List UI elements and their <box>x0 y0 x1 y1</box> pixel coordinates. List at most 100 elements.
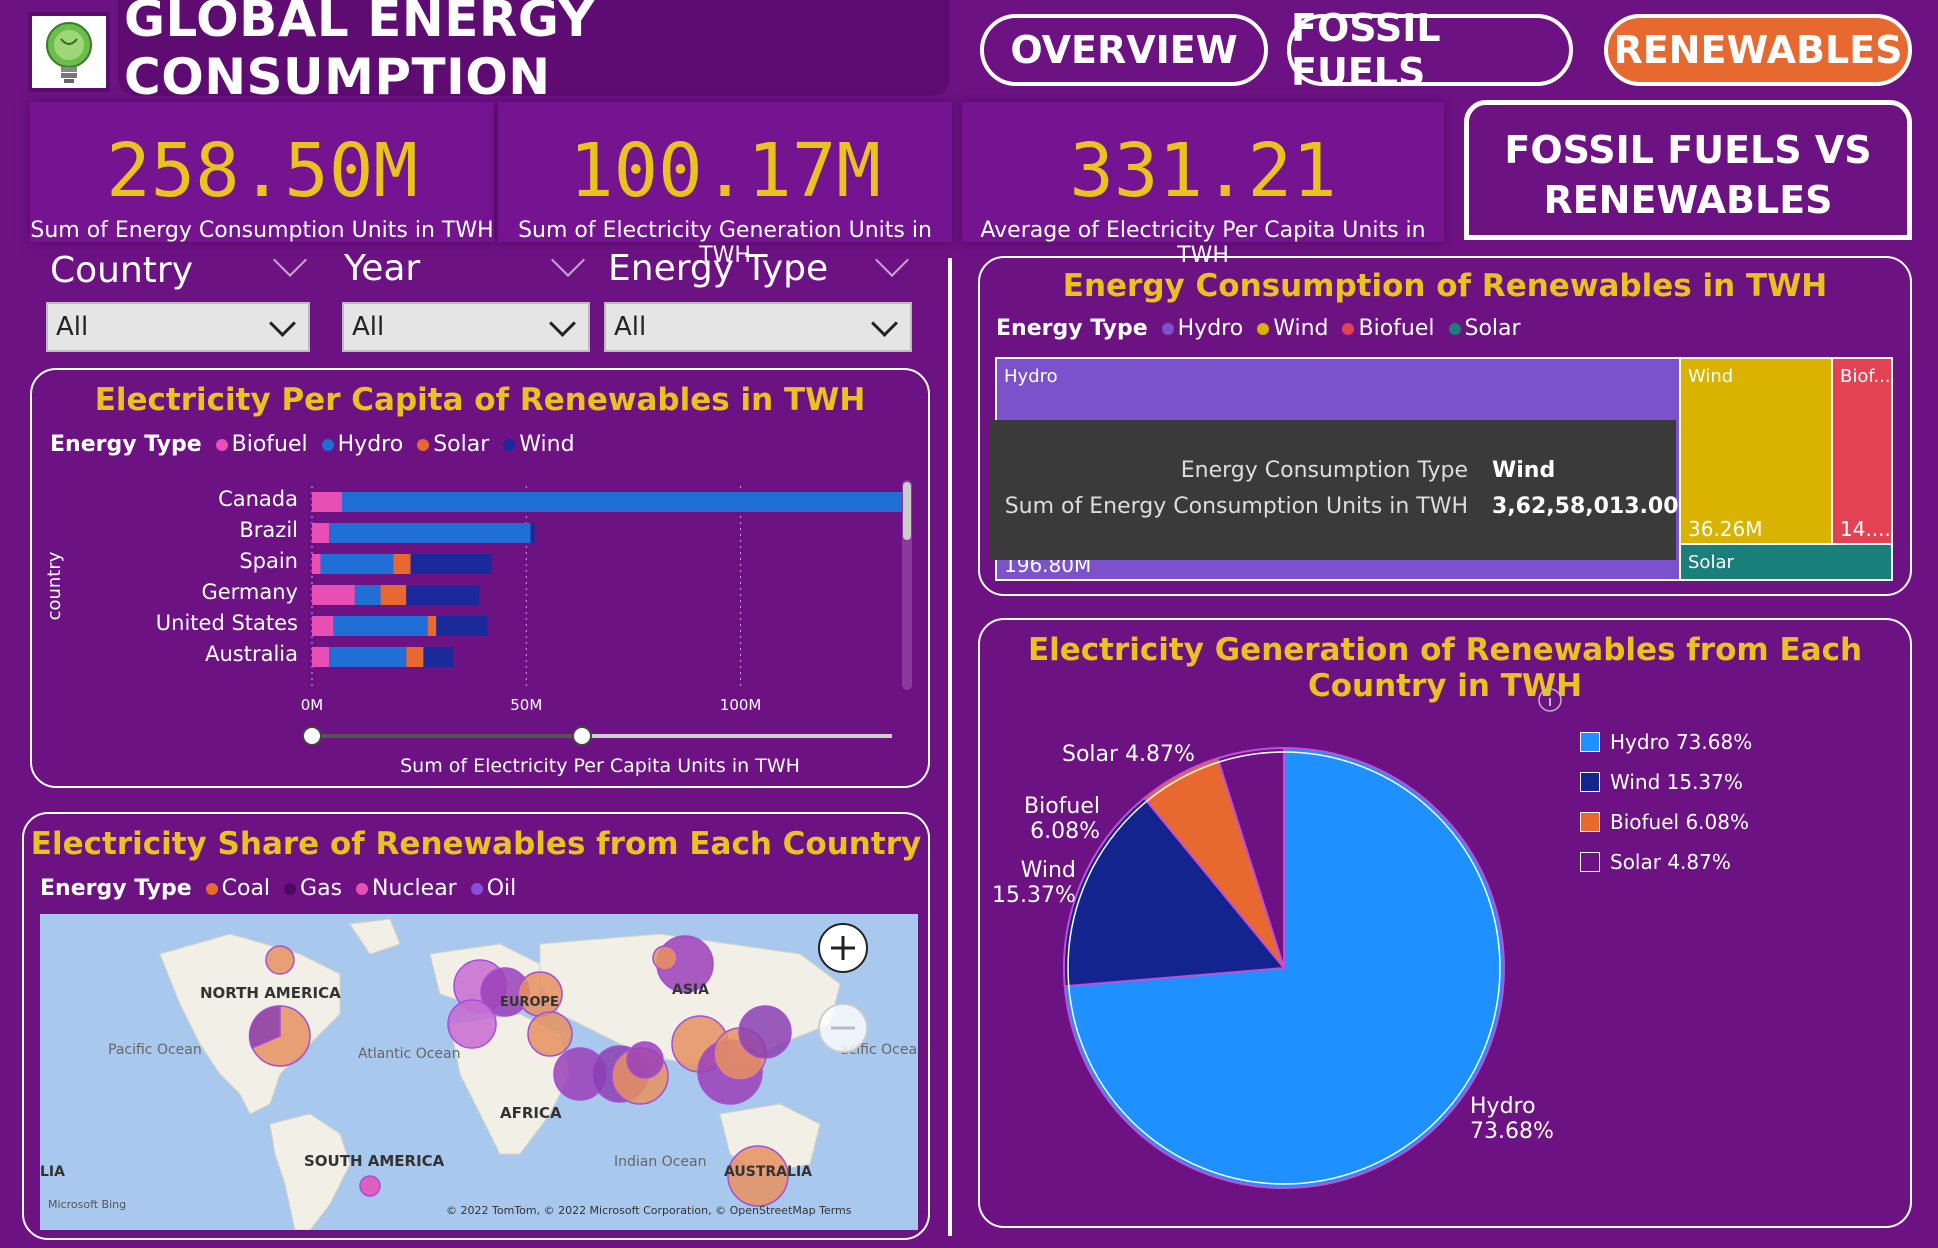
x-axis-title: Sum of Electricity Per Capita Units in T… <box>400 755 800 777</box>
slicer-energy-type-title: Energy Type <box>608 248 829 289</box>
map-bing-logo: Microsoft Bing <box>48 1198 126 1211</box>
legend-item-wind[interactable]: Wind <box>503 432 575 457</box>
treemap-label-solar: Solar <box>1688 552 1734 573</box>
pie-slice-wind[interactable] <box>1063 796 1286 988</box>
bar-segment-hydro[interactable] <box>342 492 908 512</box>
bar-segment-solar[interactable] <box>406 647 424 667</box>
fossil-vs-renewables-button[interactable]: FOSSIL FUELS VS RENEWABLES <box>1464 100 1912 240</box>
country-dropdown[interactable]: All <box>46 302 310 352</box>
map-bubble-us-slice <box>248 1005 281 1049</box>
legend-dot <box>356 882 369 895</box>
bar-segment-hydro[interactable] <box>329 523 531 543</box>
y-tick-label: Spain <box>239 549 298 573</box>
bar-segment-biofuel[interactable] <box>312 554 321 574</box>
legend-dot <box>284 882 297 895</box>
bar-segment-solar[interactable] <box>380 585 407 605</box>
bar-segment-solar[interactable] <box>393 554 411 574</box>
pie-legend: Hydro 73.68% Wind 15.37% Biofuel 6.08% S… <box>1580 730 1752 874</box>
legend-item-gas[interactable]: Gas <box>284 876 342 901</box>
x-tick-label: 100M <box>720 696 762 714</box>
treemap-cell-biofuel[interactable] <box>1831 357 1893 545</box>
kpi-per-capita: 331.21 Average of Electricity Per Capita… <box>962 102 1444 268</box>
bar-segment-biofuel[interactable] <box>312 647 330 667</box>
tooltip-row2-label: Sum of Energy Consumption Units in TWH <box>1004 494 1468 519</box>
legend-dot <box>503 438 516 451</box>
slicer-country-title: Country <box>50 250 194 291</box>
map-panel: Electricity Share of Renewables from Eac… <box>22 812 930 1240</box>
chevron-down-icon <box>871 310 898 337</box>
treemap-legend: Energy Type Hydro Wind Biofuel Solar <box>996 316 1910 341</box>
pie-slice-solar[interactable] <box>1216 746 1285 969</box>
tooltip-row1-value: Wind <box>1492 458 1556 483</box>
legend-item-oil[interactable]: Oil <box>470 876 516 901</box>
bar-segment-hydro[interactable] <box>354 585 381 605</box>
bar-segment-hydro[interactable] <box>329 647 407 667</box>
bar-segment-wind[interactable] <box>406 585 480 605</box>
bar-segment-biofuel[interactable] <box>312 616 334 636</box>
legend-item-wind[interactable]: Wind <box>1257 316 1328 341</box>
pie-chart[interactable] <box>990 700 1590 1220</box>
legend-label: Hydro <box>337 432 404 457</box>
pie-callout-wind: Wind 15.37% <box>992 858 1076 908</box>
scrollbar-thumb[interactable] <box>903 482 911 540</box>
world-map[interactable]: NORTH AMERICA SOUTH AMERICA AFRICA ASIA … <box>40 914 918 1230</box>
panel-title: Electricity Share of Renewables from Eac… <box>30 826 922 862</box>
legend-label: Wind <box>1273 316 1329 341</box>
pie-legend-item-biofuel[interactable]: Biofuel 6.08% <box>1580 810 1752 834</box>
map-label-north-america: NORTH AMERICA <box>200 984 341 1002</box>
bar-segment-biofuel[interactable] <box>312 492 342 512</box>
bar-segment-wind[interactable] <box>530 523 535 543</box>
legend-item-hydro[interactable]: Hydro <box>1161 316 1243 341</box>
year-dropdown[interactable]: All <box>342 302 590 352</box>
legend-item-biofuel[interactable]: Biofuel <box>215 432 308 457</box>
bar-segment-wind[interactable] <box>410 554 492 574</box>
bar-segment-wind[interactable] <box>436 616 488 636</box>
nav-renewables-button[interactable]: RENEWABLES <box>1604 14 1912 86</box>
kpi-value: 258.50M <box>106 128 418 214</box>
map-bubble-russia-2 <box>652 945 678 971</box>
map-label-europe: EUROPE <box>500 995 559 1010</box>
legend-swatch <box>1580 732 1600 752</box>
vertical-divider <box>948 258 952 1236</box>
callout-line: 15.37% <box>992 883 1076 908</box>
bar-segment-wind[interactable] <box>423 647 454 667</box>
range-slider-handle-start[interactable] <box>302 726 322 746</box>
legend-dot <box>1161 322 1174 335</box>
bar-segment-biofuel[interactable] <box>312 523 330 543</box>
y-tick-label: United States <box>156 611 298 635</box>
map-legend: Energy Type Coal Gas Nuclear Oil <box>40 876 928 901</box>
energy-type-dropdown[interactable]: All <box>604 302 912 352</box>
callout-line: 6.08% <box>1030 819 1101 844</box>
chevron-down-icon <box>269 310 296 337</box>
legend-item-solar[interactable]: Solar <box>417 432 489 457</box>
legend-item-biofuel[interactable]: Biofuel <box>1342 316 1435 341</box>
legend-item-nuclear[interactable]: Nuclear <box>356 876 457 901</box>
tooltip-row2-value: 3,62,58,013.00 <box>1492 494 1679 519</box>
chevron-down-icon <box>549 310 576 337</box>
bar-segment-hydro[interactable] <box>333 616 428 636</box>
pie-legend-item-wind[interactable]: Wind 15.37% <box>1580 770 1752 794</box>
dropdown-value: All <box>352 312 385 342</box>
range-slider-handle-end[interactable] <box>572 726 592 746</box>
bar-segment-hydro[interactable] <box>320 554 394 574</box>
pie-legend-item-solar[interactable]: Solar 4.87% <box>1580 850 1752 874</box>
treemap-cell-solar[interactable] <box>1679 543 1893 581</box>
zoom-in-button[interactable] <box>818 923 868 973</box>
treemap-label-biofuel: Biof... <box>1840 366 1891 387</box>
chevron-down-icon[interactable] <box>273 243 307 277</box>
nav-fossil-fuels-button[interactable]: FOSSIL FUELS <box>1287 6 1573 94</box>
treemap-label-wind: Wind <box>1688 366 1733 387</box>
pie-legend-item-hydro[interactable]: Hydro 73.68% <box>1580 730 1752 754</box>
legend-dot <box>470 882 483 895</box>
legend-item-hydro[interactable]: Hydro <box>321 432 404 457</box>
info-icon[interactable] <box>1536 686 1564 714</box>
legend-item-coal[interactable]: Coal <box>205 876 270 901</box>
legend-label: Wind <box>519 432 575 457</box>
legend-label: Biofuel <box>231 432 308 457</box>
legend-item-solar[interactable]: Solar <box>1448 316 1521 341</box>
bar-segment-solar[interactable] <box>427 616 437 636</box>
nav-overview-button[interactable]: OVERVIEW <box>980 14 1268 86</box>
bar-segment-biofuel[interactable] <box>312 585 355 605</box>
kpi-label: Sum of Energy Consumption Units in TWH <box>30 218 494 243</box>
zoom-out-button[interactable] <box>818 1003 868 1053</box>
